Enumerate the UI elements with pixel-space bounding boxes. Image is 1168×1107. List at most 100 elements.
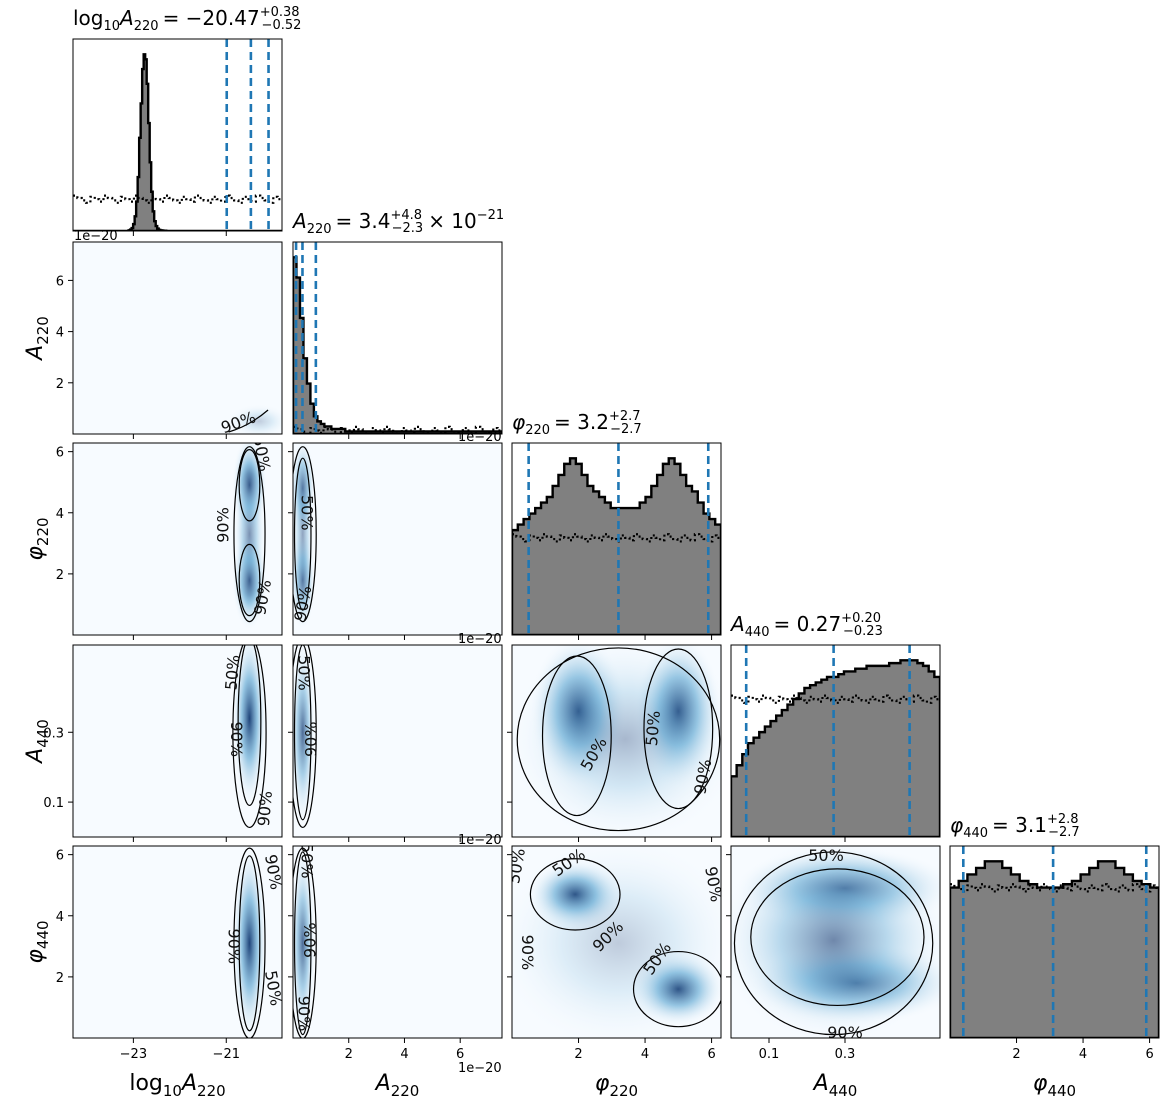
contour-label: 50%: [297, 843, 316, 879]
contour-50: [238, 449, 261, 522]
density-background: [293, 645, 502, 837]
posterior-histogram: [512, 457, 721, 635]
density-background: [293, 846, 502, 1038]
y-tick-label: 4: [56, 507, 64, 522]
x-offset-label: 1e−20: [458, 632, 502, 647]
y-axis-label: φ220: [23, 517, 52, 560]
x-axis-label: A220: [374, 1071, 420, 1100]
contour-90: [228, 409, 269, 433]
x-tick-label: 0.3: [835, 1047, 856, 1062]
panel-frame: [511, 442, 722, 636]
contour-label: 90%: [227, 721, 246, 757]
contour-label: 90%: [302, 721, 321, 757]
x-tick-label: 6: [1145, 1047, 1153, 1062]
hist-panel-phi220: φ220 = 3.2+2.7 −2.7: [511, 409, 722, 636]
contour-90: [293, 446, 317, 623]
y-tick-label: 0.1: [43, 796, 64, 811]
x-axis-label: log10A220: [129, 1071, 225, 1100]
contour-label: 90%: [300, 922, 319, 958]
panel-frame: [292, 644, 503, 838]
hist-panel-A220: A220 = 3.4+4.8 −2.3 × 10−21: [291, 208, 504, 435]
panel-frame: [72, 644, 283, 838]
prior-histogram: [950, 883, 1159, 893]
x-tick-label: 4: [400, 1047, 408, 1062]
density-panel-A220-vs-logA220: 90%: [72, 241, 283, 435]
contour-90: [733, 851, 934, 1036]
contour-label: 50%: [221, 654, 243, 691]
contour-50: [293, 851, 312, 1036]
y-tick-label: 2: [56, 971, 64, 986]
x-tick-label: −21: [213, 1047, 240, 1062]
panel-frame: [72, 38, 283, 232]
contour-label: 50%: [295, 655, 314, 691]
contour-90: [516, 647, 721, 832]
panel-frame: [72, 442, 283, 636]
prior-histogram: [731, 694, 940, 704]
contour-label: 90%: [290, 584, 315, 622]
density-blob: [227, 404, 282, 434]
prior-histogram: [73, 194, 282, 204]
panel-frame: [292, 442, 503, 636]
x-axis-label: φ220: [595, 1071, 638, 1100]
hist-panel-phi440: φ440 = 3.1+2.8 −2.7: [949, 812, 1160, 1039]
panel-frame: [511, 644, 722, 838]
y-tick-label: 4: [56, 326, 64, 341]
y-tick-label: 2: [56, 377, 64, 392]
density-panel-A440-vs-phi220: 50%50%90%: [511, 644, 722, 838]
panel-title: φ220 = 3.2+2.7 −2.7: [512, 409, 642, 438]
contour-label: 50%: [808, 846, 844, 865]
density-blob: [293, 461, 314, 607]
density-panel-phi440-vs-A220: 50% 90% 90%: [292, 843, 503, 1039]
contour-50: [293, 645, 312, 821]
x-offset-label: 1e−20: [458, 430, 502, 445]
density-blob: [512, 846, 721, 1038]
y-axis-label: A440: [23, 719, 52, 765]
density-panel-phi220-vs-A220: 50% 90%: [290, 442, 503, 636]
contour-50: [529, 858, 621, 931]
contour-50: [643, 648, 714, 810]
y-tick-label: 2: [56, 568, 64, 583]
density-background: [73, 242, 282, 434]
panel-frame: [292, 241, 503, 435]
x-tick-label: 0.1: [759, 1047, 780, 1062]
density-blob: [512, 645, 721, 837]
panel-frame: [511, 845, 722, 1039]
contour-label: 90%: [701, 865, 726, 903]
contour-label: 90%: [518, 935, 537, 971]
contour-90: [233, 446, 266, 623]
contour-label: 50%: [261, 969, 286, 1007]
panel-frame: [730, 644, 941, 838]
panel-frame: [72, 241, 283, 435]
y-axis-label: A220: [23, 316, 52, 362]
x-tick-label: 6: [456, 1047, 464, 1062]
x-tick-label: 6: [707, 1047, 715, 1062]
panel-title: A220 = 3.4+4.8 −2.3 × 10−21: [291, 208, 504, 237]
contour-50: [293, 457, 312, 611]
prior-histogram: [293, 425, 502, 434]
panel-frame: [292, 845, 503, 1039]
x-offset-label: 1e−20: [458, 833, 502, 848]
contour-label: 90%: [295, 996, 314, 1032]
hist-panel-logA220: log10A220 = −20.47+0.38 −0.52: [72, 5, 301, 232]
panel-title: A440 = 0.27+0.20 −0.23: [729, 611, 883, 640]
contour-90: [293, 645, 317, 829]
panel-title: log10A220 = −20.47+0.38 −0.52: [73, 5, 301, 34]
x-tick-label: 4: [1079, 1047, 1087, 1062]
prior-histogram: [512, 533, 721, 543]
contour-50: [750, 868, 925, 1007]
x-tick-label: 4: [641, 1047, 649, 1062]
panel-frame: [730, 845, 941, 1039]
density-panel-phi220-vs-logA220: 50%90%90%: [72, 442, 283, 636]
x-axis-label: φ440: [1033, 1071, 1076, 1100]
contour-label: 50%: [297, 495, 316, 531]
density-panel-A440-vs-A220: 50% 90%: [292, 644, 503, 838]
x-tick-label: 2: [1012, 1047, 1020, 1062]
contour-90: [233, 847, 266, 1038]
density-panel-phi440-vs-phi220: 50%50%50%90%90%90%: [511, 845, 726, 1039]
x-tick-label: 2: [574, 1047, 582, 1062]
density-panel-phi440-vs-logA220: 90% 90% 50%: [72, 845, 286, 1039]
x-offset-label: 1e−20: [458, 1061, 502, 1076]
y-tick-label: 6: [56, 849, 64, 864]
density-panel-phi440-vs-A440: 50% 90%: [730, 845, 941, 1039]
